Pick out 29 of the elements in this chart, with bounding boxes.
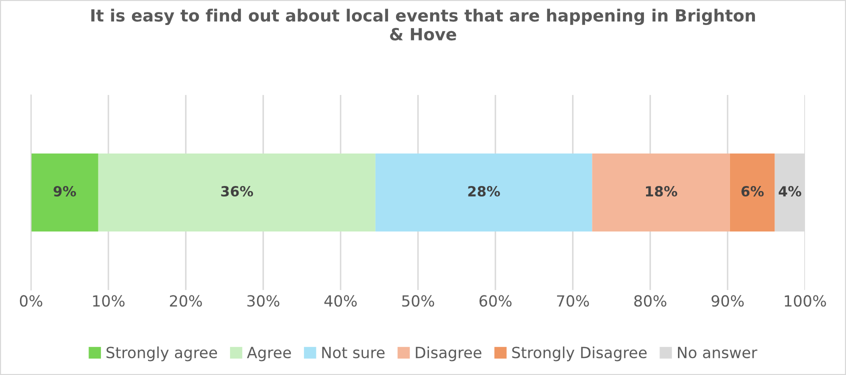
x-tick-label: 60% <box>479 295 512 307</box>
data-label: 18% <box>646 186 678 197</box>
legend-label: Not sure <box>322 346 385 358</box>
legend-label: Disagree <box>416 346 482 362</box>
x-tick-label: 40% <box>324 295 357 307</box>
bar <box>98 154 376 232</box>
data-label: 28% <box>468 186 500 197</box>
bar <box>31 154 98 232</box>
legend-label: Agree <box>246 346 291 362</box>
data-label: 6% <box>741 186 764 197</box>
bar <box>592 154 730 232</box>
x-tick-label: 50% <box>402 295 434 307</box>
bar <box>730 154 775 232</box>
data-label: 36% <box>221 186 254 197</box>
bar <box>375 154 592 232</box>
x-tick-label: 70% <box>557 295 589 307</box>
x-tick-label: 10% <box>93 295 125 307</box>
data-label: 4% <box>778 186 802 197</box>
x-tick-label: 0% <box>20 295 42 307</box>
legend-label: Strongly agree <box>106 346 217 362</box>
chart-title: It is easy to find out about local events that are happening in Brighton & Hove <box>91 8 755 40</box>
x-tick-label: 100% <box>784 295 826 307</box>
legend-label: Strongly Disagree <box>512 346 647 362</box>
data-label: 9% <box>54 186 76 197</box>
x-tick-label: 20% <box>170 295 202 307</box>
x-tick-label: 90% <box>712 295 744 307</box>
legend-label: No answer <box>678 346 758 358</box>
x-tick-label: 30% <box>247 295 280 307</box>
x-tick-label: 80% <box>634 295 666 307</box>
